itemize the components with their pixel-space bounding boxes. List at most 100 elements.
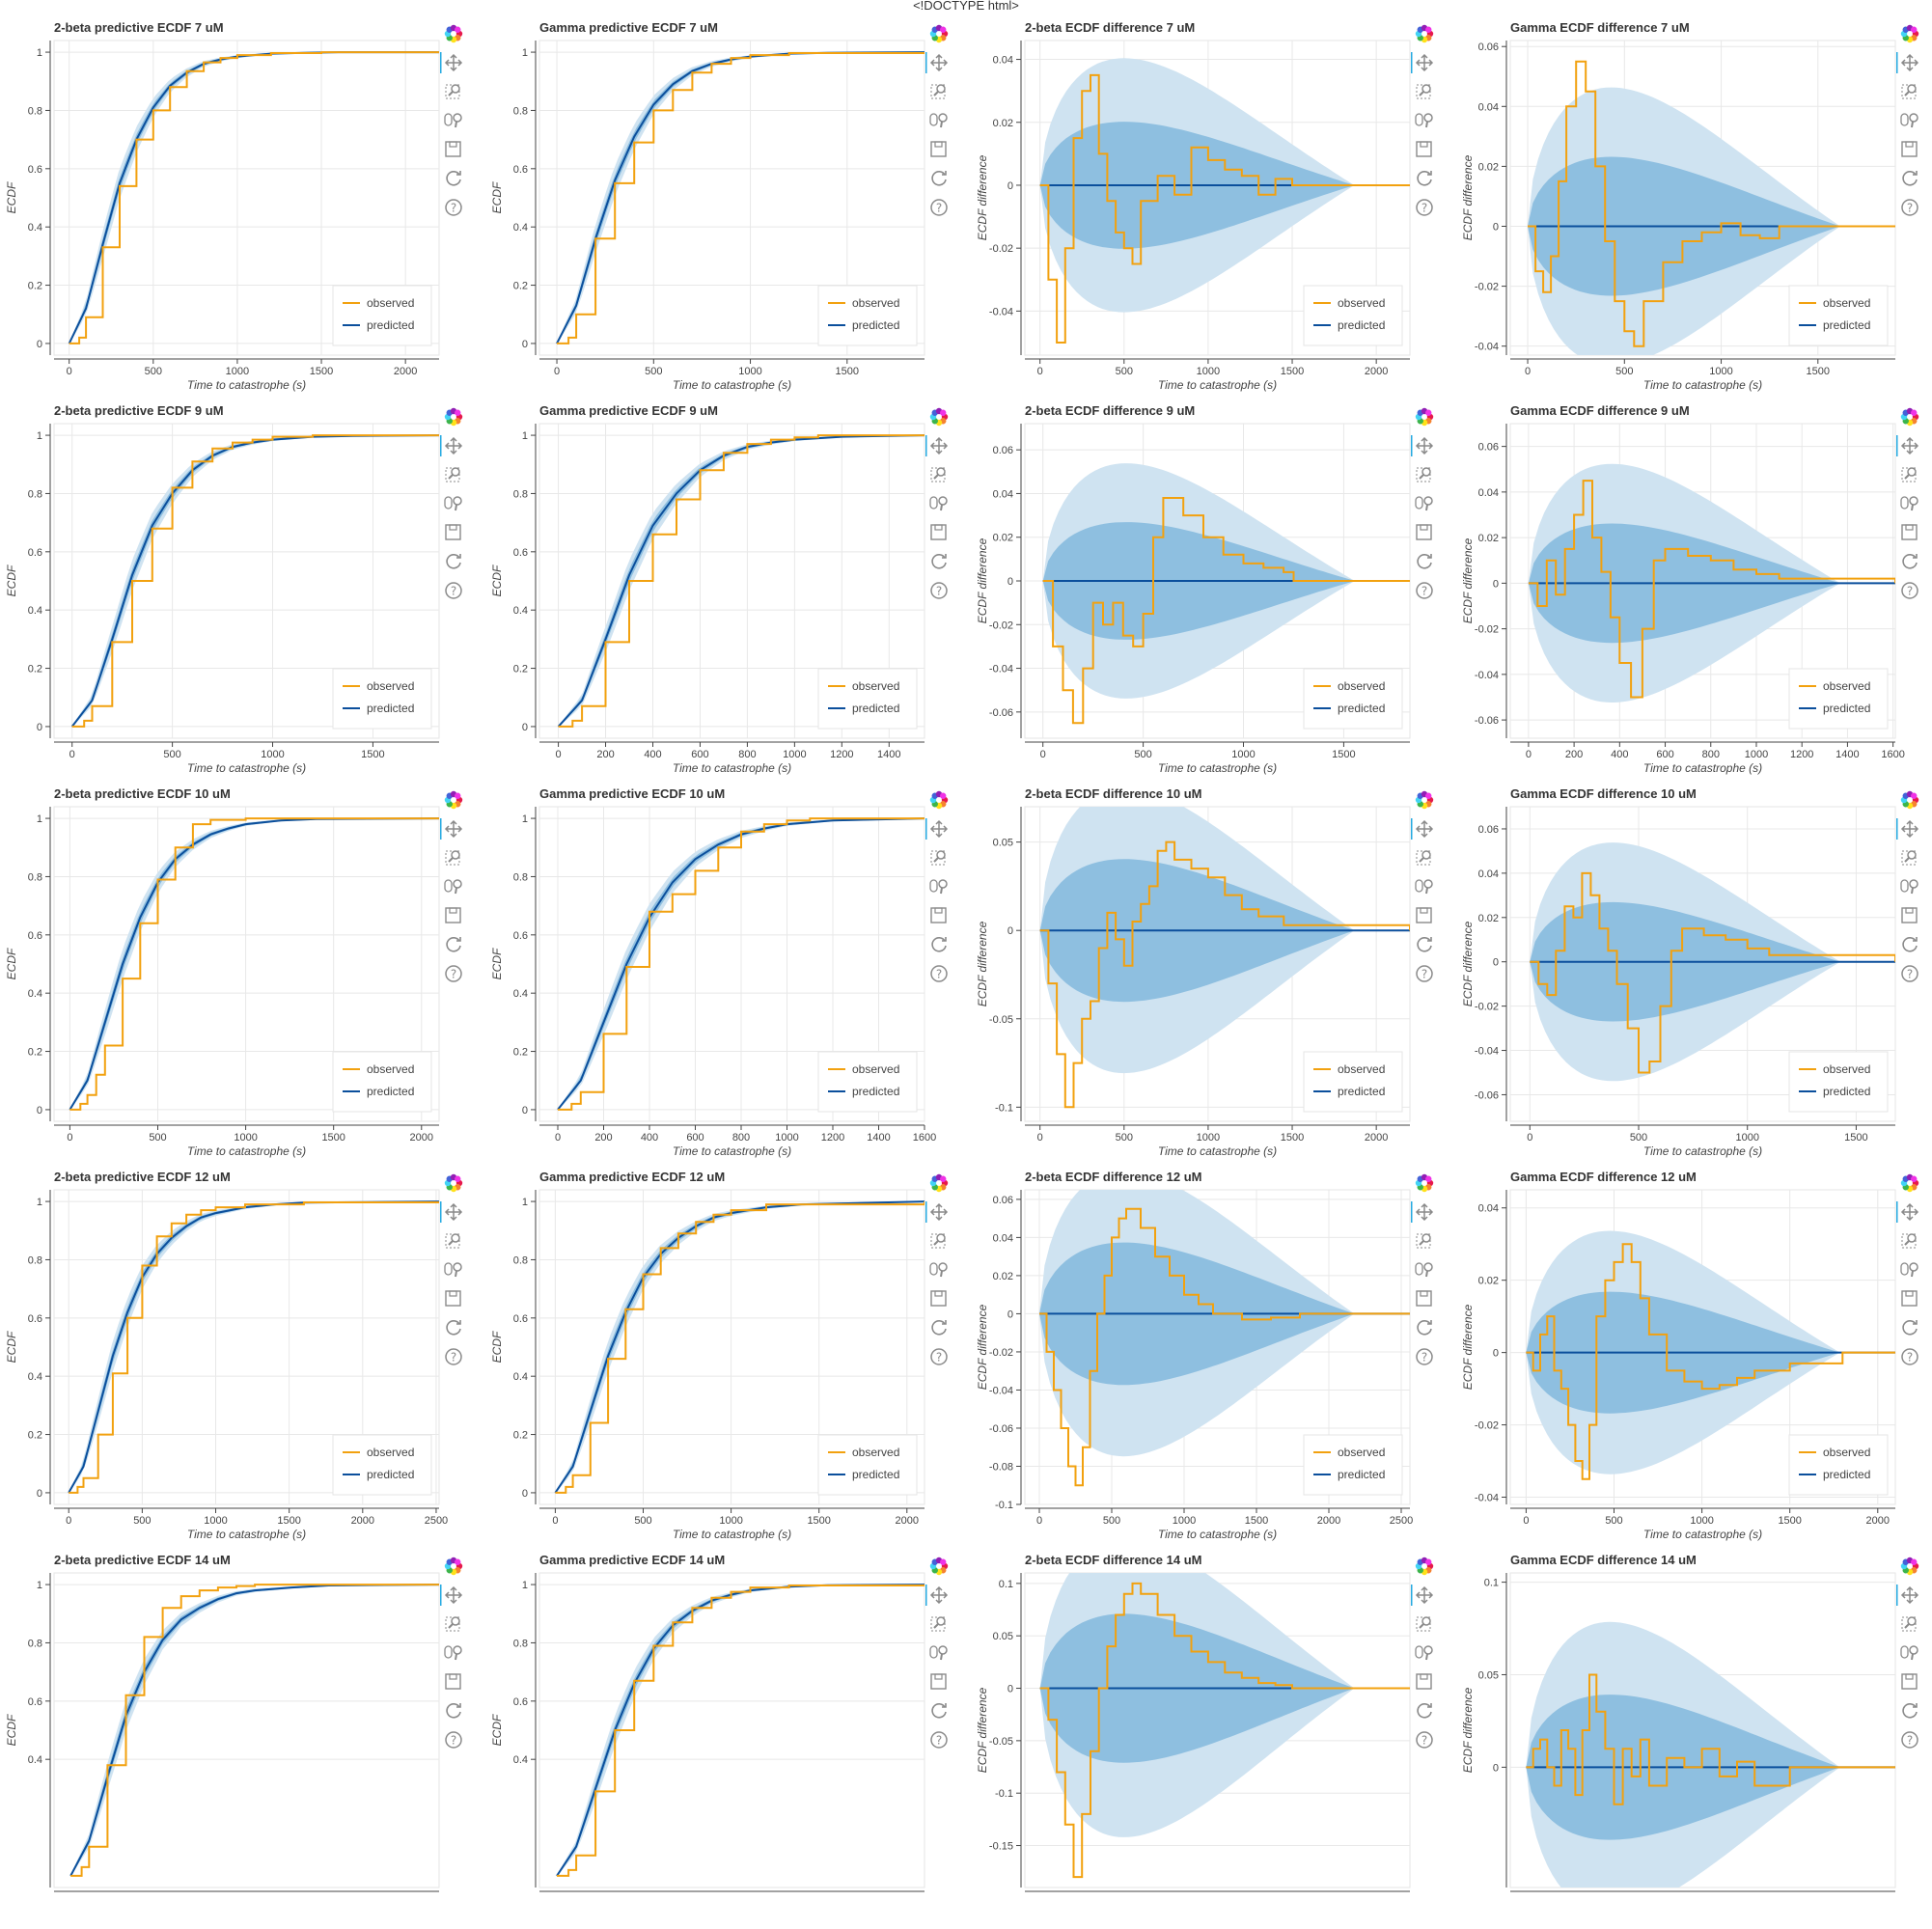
plot-panel[interactable]: 2-beta predictive ECDF 7 uM 0 500 1000 1500 2… [0,14,483,397]
box-zoom-icon[interactable] [440,462,467,487]
box-zoom-icon[interactable] [1411,462,1438,487]
wheel-zoom-icon[interactable] [440,874,467,899]
wheel-zoom-icon[interactable] [1896,1257,1923,1282]
wheel-zoom-icon[interactable] [1411,108,1438,133]
help-icon[interactable]: ? [440,195,467,220]
pan-icon[interactable] [440,1199,467,1225]
bokeh-logo-icon[interactable] [1896,1171,1923,1196]
pan-icon[interactable] [1896,1199,1923,1225]
bokeh-logo-icon[interactable] [1411,21,1438,46]
pan-icon[interactable] [925,816,952,841]
reset-icon[interactable] [440,1698,467,1723]
pan-icon[interactable] [1411,50,1438,75]
box-zoom-icon[interactable] [925,1228,952,1254]
bokeh-logo-icon[interactable] [440,1554,467,1579]
pan-icon[interactable] [440,1583,467,1608]
save-icon[interactable] [1411,903,1438,928]
save-icon[interactable] [440,1669,467,1695]
pan-icon[interactable] [1411,1583,1438,1608]
bokeh-logo-icon[interactable] [1411,1171,1438,1196]
reset-icon[interactable] [1896,549,1923,574]
box-zoom-icon[interactable] [1896,1228,1923,1254]
reset-icon[interactable] [440,166,467,191]
help-icon[interactable]: ? [440,1344,467,1369]
reset-icon[interactable] [1896,932,1923,957]
plot-panel[interactable]: Gamma ECDF difference 10 uM 0 500 1000 1500 -… [1456,780,1932,1163]
wheel-zoom-icon[interactable] [925,1640,952,1666]
reset-icon[interactable] [1896,1698,1923,1723]
wheel-zoom-icon[interactable] [925,874,952,899]
bokeh-logo-icon[interactable] [925,21,952,46]
help-icon[interactable]: ? [1411,195,1438,220]
box-zoom-icon[interactable] [1896,845,1923,870]
plot-panel[interactable]: Gamma ECDF difference 9 uM 0 200 400 600 800 1… [1456,397,1932,780]
reset-icon[interactable] [925,1315,952,1340]
save-icon[interactable] [925,1669,952,1695]
box-zoom-icon[interactable] [1411,1228,1438,1254]
wheel-zoom-icon[interactable] [925,108,952,133]
box-zoom-icon[interactable] [925,462,952,487]
pan-icon[interactable] [925,433,952,458]
bokeh-logo-icon[interactable] [440,787,467,813]
plot-panel[interactable]: Gamma predictive ECDF 14 uM 0.4 0.6 0.8 1 ECD… [485,1546,968,1929]
wheel-zoom-icon[interactable] [1411,491,1438,516]
plot-panel[interactable]: Gamma predictive ECDF 7 uM 0 500 1000 1500 0 0… [485,14,968,397]
plot-panel[interactable]: 2-beta ECDF difference 9 uM 0 500 1000 1500 -… [971,397,1453,780]
reset-icon[interactable] [925,1698,952,1723]
save-icon[interactable] [1896,1669,1923,1695]
box-zoom-icon[interactable] [1411,845,1438,870]
help-icon[interactable]: ? [1896,1727,1923,1752]
help-icon[interactable]: ? [1896,961,1923,986]
pan-icon[interactable] [1896,433,1923,458]
bokeh-logo-icon[interactable] [1411,787,1438,813]
reset-icon[interactable] [440,1315,467,1340]
pan-icon[interactable] [440,433,467,458]
plot-panel[interactable]: Gamma predictive ECDF 9 uM 0 200 400 600 800 1… [485,397,968,780]
help-icon[interactable]: ? [440,961,467,986]
save-icon[interactable] [440,903,467,928]
save-icon[interactable] [925,520,952,545]
plot-panel[interactable]: 2-beta predictive ECDF 10 uM 0 500 1000 1500… [0,780,483,1163]
save-icon[interactable] [925,1286,952,1311]
save-icon[interactable] [1896,903,1923,928]
reset-icon[interactable] [440,549,467,574]
reset-icon[interactable] [1411,166,1438,191]
save-icon[interactable] [440,137,467,162]
save-icon[interactable] [440,1286,467,1311]
help-icon[interactable]: ? [1411,1344,1438,1369]
plot-panel[interactable]: Gamma predictive ECDF 12 uM 0 500 1000 1500 2… [485,1163,968,1546]
box-zoom-icon[interactable] [1896,79,1923,104]
box-zoom-icon[interactable] [1411,1612,1438,1637]
wheel-zoom-icon[interactable] [440,108,467,133]
help-icon[interactable]: ? [925,578,952,603]
help-icon[interactable]: ? [1411,578,1438,603]
help-icon[interactable]: ? [1896,1344,1923,1369]
pan-icon[interactable] [1896,816,1923,841]
plot-panel[interactable]: Gamma predictive ECDF 10 uM 0 200 400 600 800… [485,780,968,1163]
pan-icon[interactable] [925,1583,952,1608]
box-zoom-icon[interactable] [1896,462,1923,487]
pan-icon[interactable] [1896,1583,1923,1608]
help-icon[interactable]: ? [925,1727,952,1752]
pan-icon[interactable] [1411,1199,1438,1225]
pan-icon[interactable] [925,1199,952,1225]
box-zoom-icon[interactable] [925,1612,952,1637]
box-zoom-icon[interactable] [1896,1612,1923,1637]
wheel-zoom-icon[interactable] [440,1257,467,1282]
reset-icon[interactable] [1411,932,1438,957]
help-icon[interactable]: ? [1896,195,1923,220]
plot-panel[interactable]: 2-beta ECDF difference 12 uM 0 500 1000 1500… [971,1163,1453,1546]
pan-icon[interactable] [440,816,467,841]
pan-icon[interactable] [1896,50,1923,75]
plot-panel[interactable]: 2-beta predictive ECDF 12 uM 0 500 1000 1500… [0,1163,483,1546]
box-zoom-icon[interactable] [440,845,467,870]
bokeh-logo-icon[interactable] [925,404,952,429]
wheel-zoom-icon[interactable] [925,1257,952,1282]
bokeh-logo-icon[interactable] [925,1171,952,1196]
help-icon[interactable]: ? [440,578,467,603]
box-zoom-icon[interactable] [1411,79,1438,104]
pan-icon[interactable] [1411,433,1438,458]
help-icon[interactable]: ? [1896,578,1923,603]
help-icon[interactable]: ? [925,1344,952,1369]
bokeh-logo-icon[interactable] [1411,404,1438,429]
